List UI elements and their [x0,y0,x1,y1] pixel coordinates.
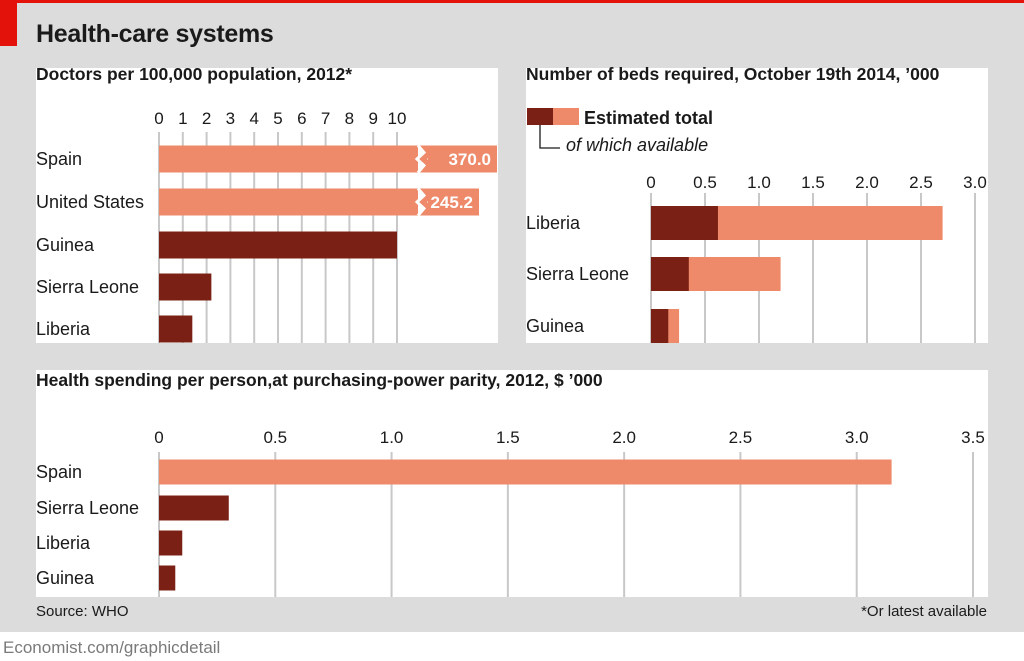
axis-break-mark [414,187,427,217]
x-tick-label: 2.0 [612,428,636,447]
x-tick-label: 2.5 [909,173,933,192]
category-label-spain: Spain [36,149,82,169]
bar-united-states-continued [428,188,479,216]
x-tick-label: 2.0 [855,173,879,192]
axis-break-mark [414,144,427,174]
legend-connector [539,125,560,149]
chart-background: Health-care systems Doctors per 100,000 … [0,0,1024,632]
x-tick-label: 8 [345,109,354,128]
brand-top-rule [17,0,1024,3]
bar-liberia [159,530,183,556]
bar-guinea [159,565,176,591]
x-tick-label: 6 [297,109,306,128]
x-tick-label: 1 [178,109,187,128]
category-label-spain: Spain [36,462,82,482]
x-tick-label: 0 [154,109,163,128]
x-tick-label: 1.0 [380,428,404,447]
category-label-guinea: Guinea [36,235,95,255]
category-label-liberia: Liberia [36,533,91,553]
bar-united-states [159,188,418,216]
x-tick-label: 0 [154,428,163,447]
x-tick-label: 0.5 [263,428,287,447]
bar-available-guinea [651,309,669,343]
x-tick-label: 0 [646,173,655,192]
bar-spain [159,459,892,485]
category-label-liberia: Liberia [36,319,91,339]
x-tick-label: 2.5 [729,428,753,447]
bar-sierra-leone [159,495,229,521]
value-label-united-states: 245.2 [430,193,473,212]
bar-guinea [159,231,397,259]
legend-label-total: Estimated total [584,108,713,128]
category-label-guinea: Guinea [526,316,585,336]
x-tick-label: 1.5 [801,173,825,192]
legend-swatch-available [527,108,553,125]
bar-available-liberia [651,206,718,240]
x-tick-label: 5 [273,109,282,128]
category-label-united-states: United States [36,192,144,212]
x-tick-label: 3.0 [845,428,869,447]
category-label-sierra-leone: Sierra Leone [526,264,629,284]
category-label-liberia: Liberia [526,213,581,233]
spending-chart: 0 0.5 1.0 1.5 2.0 2.5 3.0 3.5 Spain Sierra Leone L… [36,428,985,597]
x-tick-label: 4 [249,109,258,128]
bar-spain [159,145,418,173]
doctors-chart-title: Doctors per 100,000 population, 2012* [36,64,353,84]
category-label-sierra-leone: Sierra Leone [36,277,139,297]
beds-chart-title: Number of beds required, October 19th 20… [526,64,940,84]
x-tick-label: 9 [368,109,377,128]
spending-chart-title: Health spending per person,at purchasing… [36,370,603,390]
value-label-spain: 370.0 [448,150,491,169]
bar-spain-continued [428,145,497,173]
x-tick-label: 10 [388,109,407,128]
axis-break-spain [417,145,434,173]
x-tick-label: 3.5 [961,428,985,447]
brand-red-tag [0,0,17,46]
beds-chart: 0 0.5 1.0 1.5 2.0 2.5 3.0 Estimated total of whi… [526,108,987,343]
bar-available-sierra-leone [651,257,689,291]
legend-swatch-total [553,108,579,125]
x-tick-label: 1.0 [747,173,771,192]
doctors-chart: 0 1 2 3 4 5 6 7 8 9 10 Spain 370.0 United States 245.2… [36,109,497,343]
footnote: *Or latest available [861,603,987,620]
axis-break-united-states [417,188,434,216]
legend-label-available: of which available [566,135,708,155]
category-label-guinea: Guinea [36,568,95,588]
credit-line: Economist.com/graphicdetail [3,638,221,657]
x-tick-label: 0.5 [693,173,717,192]
x-tick-label: 3.0 [963,173,987,192]
category-label-sierra-leone: Sierra Leone [36,498,139,518]
bar-sierra-leone [159,273,212,301]
x-tick-label: 7 [321,109,330,128]
source-note: Source: WHO [36,603,129,620]
beds-panel [526,68,988,343]
x-tick-label: 2 [202,109,211,128]
bar-liberia [159,315,193,343]
page-title: Health-care systems [36,20,274,48]
x-tick-label: 3 [226,109,235,128]
x-tick-label: 1.5 [496,428,520,447]
